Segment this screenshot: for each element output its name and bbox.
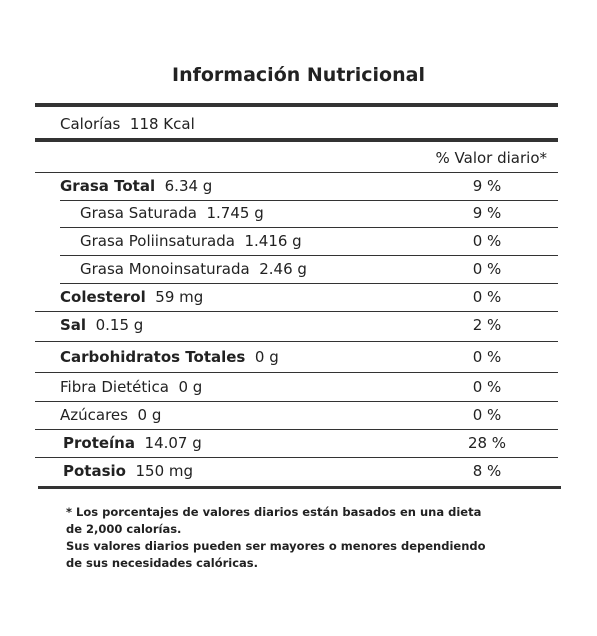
thick-rule bbox=[38, 486, 561, 489]
calories-row: Calorías 118 Kcal bbox=[60, 114, 195, 134]
row-percent: 0 % bbox=[472, 260, 502, 278]
row: Proteína 14.07 g bbox=[63, 433, 202, 453]
row-amount: 0 g bbox=[178, 378, 203, 396]
row-percent: 2 % bbox=[472, 316, 502, 334]
row-percent: 0 % bbox=[472, 232, 502, 250]
rule bbox=[35, 341, 558, 342]
row-percent: 9 % bbox=[472, 204, 502, 222]
row-percent: 28 % bbox=[467, 434, 507, 452]
row-name: Potasio bbox=[63, 462, 126, 480]
footnote-line: de 2,000 calorías. bbox=[66, 522, 182, 536]
rule bbox=[60, 200, 558, 201]
row-amount: 2.46 g bbox=[259, 260, 307, 278]
row-name: Carbohidratos Totales bbox=[60, 348, 246, 366]
row-percent: 0 % bbox=[472, 288, 502, 306]
footnote: * Los porcentajes de valores diarios est… bbox=[66, 504, 486, 572]
row-percent: 8 % bbox=[472, 462, 502, 480]
row-name: Grasa Monoinsaturada bbox=[80, 260, 250, 278]
rule bbox=[35, 457, 558, 458]
row: Fibra Dietética 0 g bbox=[60, 377, 202, 397]
row: Potasio 150 mg bbox=[63, 461, 193, 481]
row: Azúcares 0 g bbox=[60, 405, 161, 425]
row-amount: 1.745 g bbox=[206, 204, 264, 222]
row-name: Grasa Total bbox=[60, 177, 156, 195]
row-name: Sal bbox=[60, 316, 87, 334]
row: Grasa Saturada 1.745 g bbox=[80, 203, 264, 223]
column-header: % Valor diario* bbox=[435, 149, 547, 167]
row-percent: 0 % bbox=[472, 406, 502, 424]
row-amount: 59 mg bbox=[155, 288, 204, 306]
row-amount: 0.15 g bbox=[95, 316, 144, 334]
rule bbox=[35, 429, 558, 430]
rule bbox=[60, 255, 558, 256]
row-amount: 150 mg bbox=[135, 462, 194, 480]
rule bbox=[35, 172, 558, 173]
row-name: Azúcares bbox=[60, 406, 128, 424]
rule bbox=[35, 311, 558, 312]
row: Colesterol 59 mg bbox=[60, 287, 203, 307]
row-amount: 0 g bbox=[254, 348, 279, 366]
row-name: Fibra Dietética bbox=[60, 378, 169, 396]
row-name: Colesterol bbox=[60, 288, 146, 306]
thick-rule bbox=[35, 103, 558, 107]
rule bbox=[35, 401, 558, 402]
row-percent: 0 % bbox=[472, 378, 502, 396]
footnote-line: de sus necesidades calóricas. bbox=[66, 556, 259, 570]
title: Información Nutricional bbox=[172, 64, 425, 86]
row: Sal 0.15 g bbox=[60, 315, 143, 335]
row: Grasa Monoinsaturada 2.46 g bbox=[80, 259, 307, 279]
row-name: Grasa Poliinsaturada bbox=[80, 232, 235, 250]
rule bbox=[35, 372, 558, 373]
row: Carbohidratos Totales 0 g bbox=[60, 347, 279, 367]
footnote-line: * Los porcentajes de valores diarios est… bbox=[66, 505, 482, 519]
row-amount: 1.416 g bbox=[244, 232, 302, 250]
thick-rule bbox=[35, 138, 558, 142]
row-percent: 0 % bbox=[472, 348, 502, 366]
row-amount: 14.07 g bbox=[144, 434, 202, 452]
row-name: Proteína bbox=[63, 434, 135, 452]
row-amount: 6.34 g bbox=[164, 177, 213, 195]
calories-value: 118 Kcal bbox=[129, 115, 195, 133]
calories-label: Calorías bbox=[60, 115, 121, 133]
row-percent: 9 % bbox=[472, 177, 502, 195]
row-name: Grasa Saturada bbox=[80, 204, 197, 222]
row: Grasa Poliinsaturada 1.416 g bbox=[80, 231, 302, 251]
row: Grasa Total 6.34 g bbox=[60, 176, 212, 196]
row-amount: 0 g bbox=[137, 406, 162, 424]
rule bbox=[60, 283, 558, 284]
footnote-line: Sus valores diarios pueden ser mayores o… bbox=[66, 539, 486, 553]
rule bbox=[60, 227, 558, 228]
